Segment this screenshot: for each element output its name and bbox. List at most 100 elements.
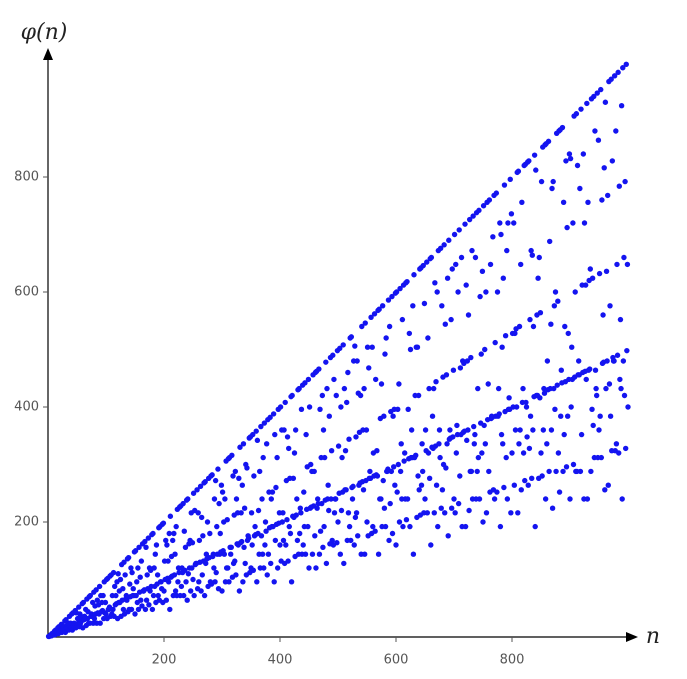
point	[383, 335, 389, 341]
point	[286, 445, 292, 452]
point	[250, 567, 257, 573]
point	[591, 93, 597, 100]
point	[600, 312, 606, 318]
point	[265, 551, 272, 557]
point	[471, 423, 477, 430]
point	[258, 423, 264, 430]
point	[501, 182, 508, 188]
point	[361, 551, 368, 557]
point	[526, 158, 532, 164]
point	[426, 475, 433, 481]
point	[335, 443, 342, 449]
point	[349, 496, 356, 502]
point	[313, 565, 319, 571]
point	[399, 316, 406, 323]
point	[195, 510, 201, 516]
point	[257, 468, 263, 475]
point	[431, 385, 437, 392]
point	[425, 450, 432, 456]
point	[522, 477, 528, 484]
point	[145, 535, 152, 541]
point	[241, 544, 247, 550]
point	[380, 477, 386, 484]
point	[415, 392, 422, 399]
point	[151, 565, 157, 571]
point	[582, 282, 589, 288]
point	[539, 473, 545, 479]
point	[608, 76, 614, 82]
point	[317, 528, 324, 534]
point	[319, 500, 325, 507]
point	[466, 507, 472, 514]
point	[91, 615, 98, 622]
point	[360, 487, 367, 493]
point	[437, 454, 443, 461]
point	[224, 517, 230, 523]
point	[447, 427, 453, 433]
point	[564, 224, 570, 231]
point	[589, 406, 595, 412]
point	[138, 597, 144, 603]
point	[581, 220, 588, 226]
point	[396, 519, 403, 525]
point	[515, 168, 522, 174]
point	[498, 231, 504, 238]
point	[624, 347, 630, 354]
x-tick-label: 800	[500, 653, 525, 668]
point	[541, 385, 547, 392]
point	[496, 411, 502, 417]
point	[584, 100, 590, 107]
point	[348, 334, 355, 340]
point	[456, 227, 462, 233]
point	[589, 275, 596, 281]
point	[317, 406, 323, 412]
point	[187, 588, 194, 594]
point	[598, 454, 605, 461]
point	[622, 178, 628, 185]
point	[250, 431, 256, 438]
point	[103, 611, 109, 617]
point	[464, 437, 470, 444]
point	[552, 289, 559, 295]
point	[289, 392, 295, 399]
point	[258, 533, 265, 539]
point	[312, 533, 318, 539]
point	[407, 523, 413, 530]
point	[451, 231, 458, 238]
point	[605, 482, 611, 488]
point	[525, 482, 531, 488]
point	[616, 183, 622, 189]
point	[497, 220, 503, 226]
point	[196, 579, 202, 585]
point	[325, 482, 331, 488]
point	[277, 542, 283, 548]
point	[350, 483, 356, 490]
point	[616, 450, 622, 456]
point	[485, 381, 491, 387]
point	[296, 385, 302, 392]
point	[274, 454, 280, 461]
point	[444, 275, 451, 281]
point	[601, 165, 607, 171]
point	[237, 444, 243, 450]
point	[221, 551, 228, 557]
point	[331, 510, 338, 516]
point	[329, 537, 335, 544]
point	[495, 385, 502, 392]
point	[261, 420, 268, 426]
point	[420, 262, 426, 269]
point	[259, 496, 265, 502]
point	[292, 427, 299, 433]
point	[444, 441, 450, 447]
point	[583, 376, 589, 383]
point	[407, 346, 414, 353]
point	[239, 482, 245, 488]
point	[604, 358, 610, 364]
point	[462, 523, 469, 530]
point	[398, 441, 404, 447]
point	[371, 311, 378, 317]
point	[147, 588, 153, 594]
point	[593, 392, 600, 399]
point	[80, 599, 87, 606]
point	[232, 468, 239, 475]
